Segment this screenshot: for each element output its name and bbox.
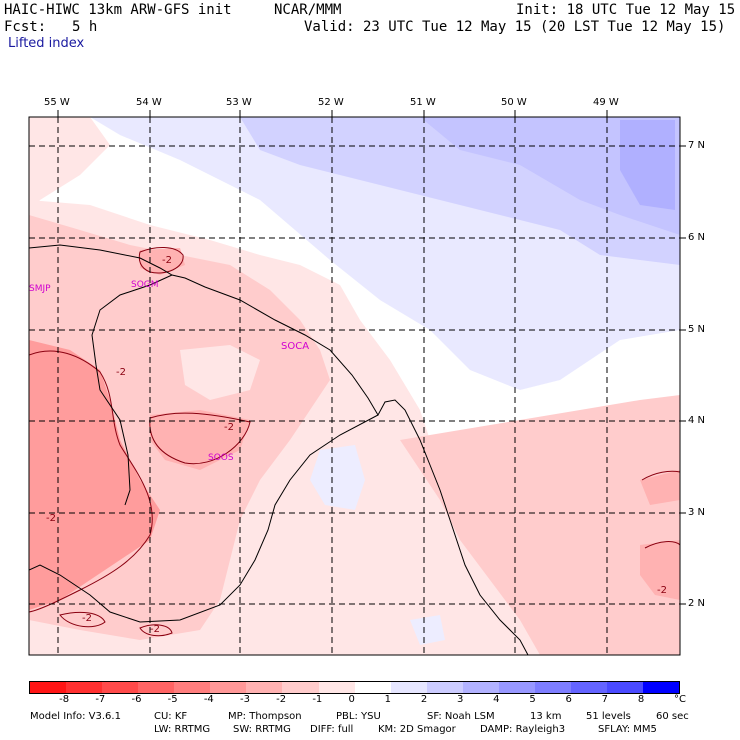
lat-label: 6 N xyxy=(688,232,706,243)
contour-label: -2 xyxy=(162,255,172,266)
colorbar-swatch xyxy=(210,682,247,693)
footer-timestep: 60 sec xyxy=(656,711,689,722)
colorbar-swatch xyxy=(282,682,319,693)
footer-lw: LW: RRTMG xyxy=(154,724,211,735)
colorbar-level-label: 7 xyxy=(601,694,609,705)
lat-label: 2 N xyxy=(688,598,706,609)
station-label-sogm: SOGM xyxy=(131,280,159,290)
lat-lon-grid xyxy=(29,117,680,655)
colorbar-swatch xyxy=(498,682,535,693)
colorbar-swatch xyxy=(246,682,283,693)
lat-label: 5 N xyxy=(688,324,706,335)
colorbar-swatch xyxy=(390,682,427,693)
colorbar-level-label: 4 xyxy=(493,694,500,705)
contour-label: -2 xyxy=(150,624,160,635)
station-label-smjp: SMJP xyxy=(29,284,51,294)
colorbar-swatch xyxy=(138,682,175,693)
footer-levels: 51 levels xyxy=(586,711,631,722)
colorbar-level-label: -3 xyxy=(240,694,250,705)
lat-label: 4 N xyxy=(688,415,706,426)
footer-model-info: Model Info: V3.6.1 xyxy=(30,711,121,722)
lon-label: 54 W xyxy=(136,97,162,108)
coastlines xyxy=(29,244,529,655)
colorbar-swatch xyxy=(426,682,463,693)
colorbar-unit: °C xyxy=(674,694,686,705)
contour-lines xyxy=(29,247,680,637)
colorbar-level-label: -4 xyxy=(203,694,214,705)
contour-label: -2 xyxy=(82,613,92,624)
contour-label: -2 xyxy=(116,367,126,378)
colorbar-level-label: 0 xyxy=(348,694,355,705)
colorbar-level-label: -5 xyxy=(167,694,178,705)
colorbar-level-label: 8 xyxy=(637,694,645,705)
lifted-index-map xyxy=(28,110,686,656)
colorbar-swatch xyxy=(318,682,355,693)
org-label: NCAR/MMM xyxy=(274,2,342,18)
lon-label: 52 W xyxy=(318,97,344,108)
footer-mp: MP: Thompson xyxy=(228,711,302,722)
colorbar-swatch xyxy=(534,682,571,693)
station-label-soca: SOCA xyxy=(281,341,310,352)
model-title: HAIC-HIWC 13km ARW-GFS init xyxy=(4,2,232,18)
footer-resolution: 13 km xyxy=(530,711,562,722)
footer-km: KM: 2D Smagor xyxy=(378,724,456,735)
contour-label: -2 xyxy=(224,422,234,433)
lat-label: 7 N xyxy=(688,140,706,151)
colorbar-swatch xyxy=(643,682,680,693)
colorbar-level-label: 2 xyxy=(420,694,428,705)
colorbar-level-label: -2 xyxy=(276,694,287,705)
colorbar-level-label: 5 xyxy=(529,694,536,705)
map-frame xyxy=(28,116,681,656)
footer-sf: SF: Noah LSM xyxy=(427,711,495,722)
colorbar xyxy=(29,681,680,694)
lon-label: 53 W xyxy=(226,97,252,108)
colorbar-level-label: 1 xyxy=(384,694,392,705)
colorbar-level-label: -7 xyxy=(95,694,106,705)
field-name: Lifted index xyxy=(8,36,85,51)
colorbar-level-label: -8 xyxy=(59,694,70,705)
colorbar-swatch xyxy=(462,682,499,693)
colorbar-swatch xyxy=(570,682,607,693)
lat-label: 3 N xyxy=(688,507,706,518)
footer-sw: SW: RRTMG xyxy=(233,724,291,735)
footer-cu: CU: KF xyxy=(154,711,188,722)
forecast-label: Fcst: xyxy=(4,19,47,35)
colorbar-swatch xyxy=(607,682,644,693)
footer-damp: DAMP: Rayleigh3 xyxy=(480,724,566,735)
lon-label: 55 W xyxy=(44,97,70,108)
contour-label: -2 xyxy=(46,513,56,524)
colorbar-level-label: -1 xyxy=(312,694,323,705)
colorbar-level-label: 6 xyxy=(565,694,572,705)
valid-time: Valid: 23 UTC Tue 12 May 15 (20 LST Tue … xyxy=(304,19,726,35)
contour-label: -2 xyxy=(657,585,667,596)
colorbar-swatch xyxy=(174,682,211,693)
footer-diff: DIFF: full xyxy=(310,724,354,735)
footer-sflay: SFLAY: MM5 xyxy=(598,724,657,735)
axis-ticks xyxy=(57,110,686,605)
colorbar-swatch xyxy=(66,682,103,693)
colorbar-swatch xyxy=(102,682,139,693)
shaded-field xyxy=(29,117,680,655)
forecast-hour: 5 h xyxy=(72,19,98,35)
station-label-soos: SOOS xyxy=(208,453,234,463)
lon-label: 49 W xyxy=(593,97,619,108)
colorbar-swatch xyxy=(30,682,67,693)
lon-label: 50 W xyxy=(501,97,527,108)
init-time: Init: 18 UTC Tue 12 May 15 xyxy=(516,2,736,18)
colorbar-level-label: 3 xyxy=(457,694,464,705)
footer-pbl: PBL: YSU xyxy=(336,711,381,722)
colorbar-level-label: -6 xyxy=(131,694,142,705)
colorbar-swatch xyxy=(354,682,391,693)
lon-label: 51 W xyxy=(410,97,436,108)
